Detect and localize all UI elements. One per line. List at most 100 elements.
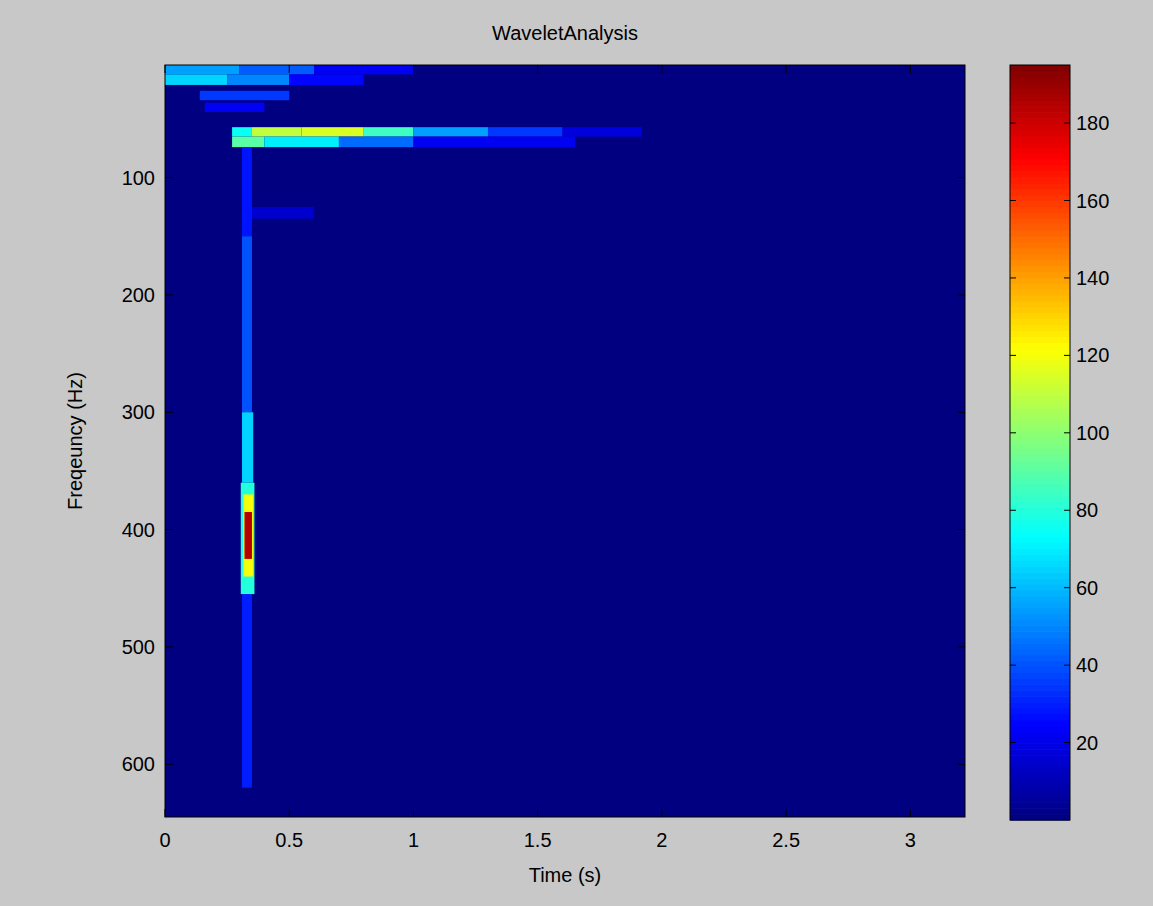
colorbar-band: [1010, 720, 1070, 726]
heatmap-cell: [242, 412, 253, 482]
colorbar-band: [1010, 189, 1070, 195]
colorbar-band: [1010, 596, 1070, 602]
colorbar-band: [1010, 360, 1070, 366]
colorbar-band: [1010, 366, 1070, 372]
colorbar-band: [1010, 271, 1070, 277]
colorbar-band: [1010, 572, 1070, 578]
colorbar-band: [1010, 566, 1070, 572]
colorbar-band: [1010, 637, 1070, 643]
colorbar-band: [1010, 207, 1070, 213]
colorbar-tick: [1010, 742, 1016, 743]
colorbar-band: [1010, 395, 1070, 401]
colorbar-band: [1010, 401, 1070, 407]
x-tick: [910, 809, 911, 817]
x-tick: [289, 809, 290, 817]
colorbar-band: [1010, 295, 1070, 301]
heatmap-cell: [245, 512, 252, 559]
heatmap-cell: [488, 127, 563, 136]
colorbar-band: [1010, 525, 1070, 531]
heatmap-cell: [242, 594, 252, 788]
heatmap-cell: [240, 65, 315, 74]
colorbar-band: [1010, 130, 1070, 136]
y-tick: [957, 646, 965, 647]
y-tick: [957, 529, 965, 530]
colorbar-band: [1010, 496, 1070, 502]
colorbar-band: [1010, 802, 1070, 808]
figure: 00.511.522.53100200300400500600WaveletAn…: [0, 0, 1153, 906]
colorbar-band: [1010, 183, 1070, 189]
colorbar-tick-label: 160: [1076, 190, 1109, 212]
colorbar-band: [1010, 673, 1070, 679]
colorbar-band: [1010, 454, 1070, 460]
colorbar-band: [1010, 531, 1070, 537]
colorbar-band: [1010, 336, 1070, 342]
x-tick-label: 2.5: [772, 829, 800, 851]
colorbar-tick-label: 100: [1076, 422, 1109, 444]
colorbar-band: [1010, 413, 1070, 419]
heatmap-cell: [232, 127, 252, 136]
colorbar-band: [1010, 808, 1070, 814]
colorbar-band: [1010, 171, 1070, 177]
chart-title: WaveletAnalysis: [492, 22, 638, 44]
colorbar-band: [1010, 389, 1070, 395]
plot-frame: [165, 65, 965, 817]
heatmap-cell: [252, 207, 314, 219]
colorbar-tick-label: 180: [1076, 112, 1109, 134]
heatmap-cells: [165, 65, 642, 788]
x-tick: [165, 65, 166, 73]
heatmap-cell: [314, 65, 413, 74]
colorbar-band: [1010, 354, 1070, 360]
colorbar-band: [1010, 732, 1070, 738]
colorbar-band: [1010, 437, 1070, 443]
colorbar-band: [1010, 236, 1070, 242]
colorbar-band: [1010, 212, 1070, 218]
colorbar-band: [1010, 767, 1070, 773]
heatmap-cell: [302, 127, 364, 136]
heatmap-cell: [364, 127, 414, 136]
heatmap-cell: [227, 74, 289, 85]
colorbar-band: [1010, 230, 1070, 236]
colorbar-tick: [1010, 200, 1016, 201]
heatmap-cell: [242, 236, 252, 412]
x-tick: [661, 65, 662, 73]
heatmap-cell: [165, 74, 227, 85]
y-tick: [957, 294, 965, 295]
colorbar-band: [1010, 501, 1070, 507]
colorbar-band: [1010, 201, 1070, 207]
colorbar-band: [1010, 543, 1070, 549]
colorbar-band: [1010, 195, 1070, 201]
x-tick: [413, 65, 414, 73]
colorbar-band: [1010, 106, 1070, 112]
colorbar-band: [1010, 118, 1070, 124]
colorbar-band: [1010, 159, 1070, 165]
colorbar-band: [1010, 608, 1070, 614]
colorbar-band: [1010, 743, 1070, 749]
colorbar-tick: [1064, 432, 1070, 433]
colorbar-band: [1010, 89, 1070, 95]
y-tick: [165, 412, 173, 413]
y-tick-label: 400: [122, 519, 155, 541]
colorbar-band: [1010, 678, 1070, 684]
y-axis-title: Freqeuncy (Hz): [64, 372, 86, 510]
x-tick: [165, 809, 166, 817]
colorbar-band: [1010, 466, 1070, 472]
colorbar-band: [1010, 307, 1070, 313]
colorbar-tick-label: 140: [1076, 267, 1109, 289]
heatmap-cell: [200, 91, 289, 100]
colorbar-tick: [1064, 200, 1070, 201]
colorbar-band: [1010, 443, 1070, 449]
colorbar-band: [1010, 425, 1070, 431]
colorbar-tick: [1010, 432, 1016, 433]
figure-background: [0, 0, 1153, 906]
colorbar: [1010, 65, 1070, 821]
y-tick: [165, 294, 173, 295]
colorbar-band: [1010, 696, 1070, 702]
x-tick-label: 2: [656, 829, 667, 851]
colorbar-band: [1010, 448, 1070, 454]
colorbar-band: [1010, 77, 1070, 83]
colorbar-band: [1010, 277, 1070, 283]
heatmap-cell: [242, 147, 252, 236]
heatmap-cell: [243, 494, 253, 576]
colorbar-band: [1010, 348, 1070, 354]
y-tick: [165, 764, 173, 765]
